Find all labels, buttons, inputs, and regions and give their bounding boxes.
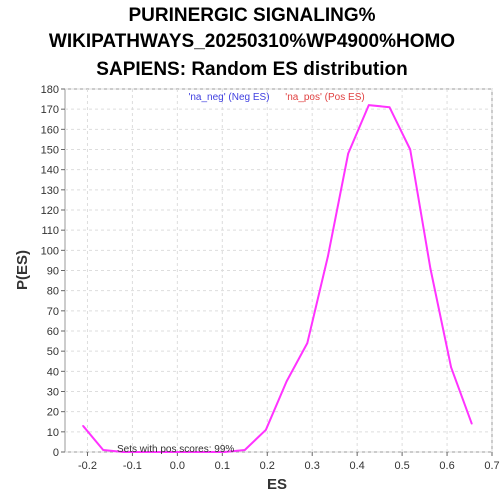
data-point bbox=[327, 255, 329, 258]
y-tick-label: 180 bbox=[41, 84, 59, 96]
y-tick-label: 160 bbox=[41, 124, 59, 136]
y-tick-label: 20 bbox=[47, 407, 59, 419]
data-point bbox=[470, 422, 473, 425]
y-tick-label: 10 bbox=[47, 427, 59, 439]
data-point bbox=[368, 104, 370, 106]
data-point bbox=[142, 451, 145, 453]
x-axis: -0.2 -0.1 0.0 0.1 0.2 0.3 0.4 0.5 0.6 0.7 bbox=[78, 452, 500, 472]
data-point bbox=[409, 148, 411, 151]
x-tick-label: 0.4 bbox=[350, 460, 365, 472]
x-tick-label: 0.0 bbox=[170, 460, 185, 472]
x-tick-label: 0.7 bbox=[484, 460, 499, 472]
data-point bbox=[306, 342, 309, 344]
y-tick-label: 170 bbox=[41, 104, 59, 116]
data-point bbox=[163, 451, 165, 453]
y-tick-label: 40 bbox=[47, 366, 59, 378]
y-tick-label: 30 bbox=[47, 387, 59, 399]
x-tick-label: 0.5 bbox=[394, 460, 409, 472]
data-point bbox=[429, 267, 432, 270]
y-tick-label: 110 bbox=[41, 225, 59, 237]
legend-entry-neg: 'na_neg' (Neg ES) bbox=[188, 92, 269, 103]
data-point bbox=[243, 449, 246, 451]
data-point bbox=[122, 451, 125, 453]
chart-title-line-3: SAPIENS: Random ES distribution bbox=[96, 59, 407, 80]
data-point bbox=[82, 424, 84, 427]
series-group bbox=[82, 104, 473, 453]
grid bbox=[65, 88, 493, 453]
x-tick-label: 0.2 bbox=[260, 460, 275, 472]
data-point bbox=[285, 380, 288, 383]
data-point bbox=[388, 106, 391, 108]
y-axis: 0 10 20 30 40 50 60 70 80 90 100 110 120 130 140 150 160… bbox=[41, 84, 65, 459]
y-tick-label: 130 bbox=[41, 185, 59, 197]
series-line-0 bbox=[82, 104, 473, 453]
chart-title-line-1: PURINERGIC SIGNALING% bbox=[128, 5, 375, 26]
chart-title: PURINERGIC SIGNALING% WIKIPATHWAYS_20250… bbox=[49, 5, 455, 80]
x-tick-label: 0.3 bbox=[305, 460, 320, 472]
x-tick-label: -0.1 bbox=[123, 460, 142, 472]
data-point bbox=[347, 152, 349, 155]
data-point bbox=[223, 451, 226, 453]
data-point bbox=[265, 429, 267, 431]
data-point bbox=[203, 451, 206, 453]
x-axis-label: ES bbox=[267, 476, 287, 493]
legend-entry-pos: 'na_pos' (Pos ES) bbox=[285, 92, 364, 103]
y-tick-label: 60 bbox=[47, 326, 59, 338]
annotation-pos-scores: Sets with pos scores: 99% bbox=[117, 444, 234, 455]
y-tick-label: 70 bbox=[47, 306, 59, 318]
y-axis-label: P(ES) bbox=[14, 250, 31, 290]
y-tick-label: 100 bbox=[41, 245, 59, 257]
data-point bbox=[450, 366, 452, 369]
y-tick-label: 50 bbox=[47, 346, 59, 358]
y-tick-label: 80 bbox=[47, 286, 59, 298]
y-tick-label: 150 bbox=[41, 145, 59, 157]
chart-title-line-2: WIKIPATHWAYS_20250310%WP4900%HOMO bbox=[49, 31, 455, 52]
y-tick-label: 120 bbox=[41, 205, 59, 217]
y-tick-label: 140 bbox=[41, 165, 59, 177]
x-tick-label: 0.1 bbox=[215, 460, 230, 472]
y-tick-label: 0 bbox=[53, 447, 59, 459]
x-tick-label: -0.2 bbox=[78, 460, 97, 472]
y-tick-label: 90 bbox=[47, 266, 59, 278]
data-point bbox=[183, 451, 185, 453]
x-tick-label: 0.6 bbox=[439, 460, 454, 472]
data-point bbox=[102, 449, 105, 451]
